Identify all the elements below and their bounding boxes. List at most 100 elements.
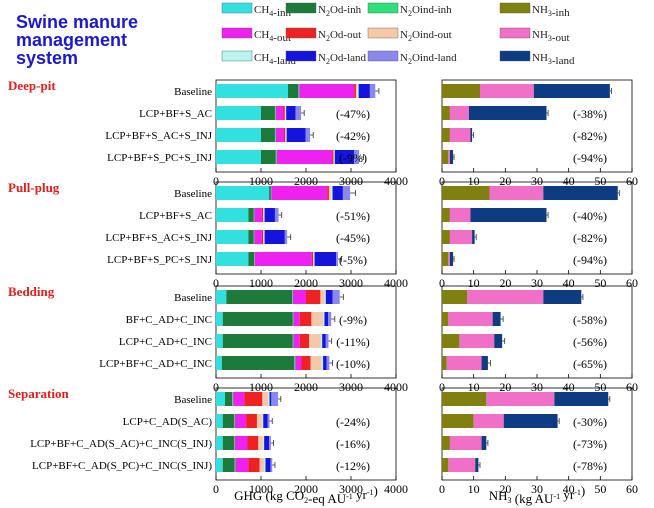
reduction-label: (-47%) (336, 107, 370, 121)
bar-segment-N2Od-out (247, 436, 259, 450)
bar-segment-NH3-land (503, 414, 558, 428)
bar-segment-N2Od-out (283, 106, 285, 120)
reduction-label: (-73%) (573, 437, 607, 451)
legend-swatch-N2Oind-out (367, 27, 399, 39)
x-tick-label: 40 (563, 174, 575, 188)
bar-segment-CH4-inh (216, 128, 261, 142)
bar-segment-NH3-out (446, 356, 482, 370)
x-tick-label: 30 (531, 174, 543, 188)
bar-segment-N2Od-out (354, 84, 356, 98)
bar-segment-N2Od-inh (269, 186, 271, 200)
bar-segment-N2Od-inh (225, 392, 233, 406)
bar-segment-N2Oind-land (269, 436, 271, 450)
legend-swatch-N2Od-out (285, 27, 317, 39)
x-tick-label: 4000 (384, 174, 408, 188)
x-tick-label: 2000 (294, 380, 318, 394)
x-tick-label: 60 (626, 380, 638, 394)
reduction-label: (-58%) (573, 313, 607, 327)
bar-segment-N2Od-inh (222, 334, 293, 348)
row-label: Baseline (174, 188, 212, 200)
reduction-label: (-16%) (336, 437, 370, 451)
bar-segment-CH4-land (324, 290, 326, 304)
bar-segment-NH3-inh (442, 230, 450, 244)
bar-segment-NH3-land (543, 186, 618, 200)
chart-title-line: management (16, 30, 127, 50)
bar-segment-CH4-inh (216, 458, 223, 472)
bar-segment-N2Od-out (301, 356, 311, 370)
x-tick-label: 3000 (339, 174, 363, 188)
legend-label-N2Oind-inh: N2Oind-inh (400, 4, 452, 18)
bar-segment-CH4-land (263, 230, 265, 244)
bar-segment-N2Oind-land (354, 150, 360, 164)
group-label-Bedding: Bedding (8, 284, 55, 299)
bar-segment-CH4-out (234, 414, 247, 428)
bar-segment-NH3-out (459, 334, 495, 348)
bar-segment-N2Od-inh (261, 128, 275, 142)
x-tick-label: 0 (439, 482, 445, 496)
bar-segment-CH4-land (285, 106, 287, 120)
row-label: LCP+BF+S_AC (139, 210, 212, 222)
legend-label-N2Od-inh: N2Od-inh (318, 4, 362, 18)
legend-swatch-N2Oind-inh (367, 2, 399, 14)
bar-segment-N2Od-inh (221, 356, 295, 370)
row-label: LCP+BF+S_PC+S_INJ (107, 254, 213, 266)
legend-swatch-CH4-inh (221, 2, 253, 14)
bar-segment-N2Od-out (248, 458, 260, 472)
x-tick-label: 50 (594, 174, 606, 188)
bar-segment-N2Od-land (263, 414, 268, 428)
x-tick-label: 30 (531, 276, 543, 290)
bar-segment-NH3-inh (442, 458, 449, 472)
x-tick-label: 4000 (384, 380, 408, 394)
bar-segment-N2Od-inh (222, 458, 235, 472)
group-label-Pull-plug: Pull-plug (8, 180, 60, 195)
bar-segment-CH4-land (320, 334, 323, 348)
x-tick-label: 40 (563, 276, 575, 290)
bar-segment-NH3-inh (442, 312, 449, 326)
x-tick-label: 1000 (249, 276, 273, 290)
x-tick-label: 40 (563, 482, 575, 496)
row-label: LCP+BF+S_AC+S_INJ (105, 130, 212, 142)
bar-segment-N2Oind-out (328, 186, 332, 200)
bar-segment-N2Od-inh (248, 208, 254, 222)
x-tick-label: 0 (213, 276, 219, 290)
row-label: LCP+BF+C_AD(S_AC)+C_INC(S_INJ) (30, 438, 212, 450)
bar-segment-N2Oind-inh (292, 290, 293, 304)
bar-segment-NH3-land (481, 436, 487, 450)
bar-segment-CH4-out (275, 128, 284, 142)
x-tick-label: 4000 (384, 276, 408, 290)
bar-segment-CH4-land (262, 436, 265, 450)
bar-segment-NH3-out (448, 252, 450, 266)
bar-segment-N2Od-out (261, 208, 264, 222)
bar-segment-N2Oind-land (305, 128, 311, 142)
bar-segment-N2Oind-inh (274, 128, 276, 142)
row-label: Baseline (174, 292, 212, 304)
x-tick-label: 0 (439, 276, 445, 290)
row-label: LCP+BF+C_AD+C_INC (99, 358, 212, 370)
bar-segment-CH4-inh (216, 290, 227, 304)
bar-segment-N2Oind-inh (294, 356, 296, 370)
bar-segment-N2Oind-inh (275, 150, 277, 164)
bar-segment-NH3-out (449, 106, 469, 120)
legend-label-N2Od-out: N2Od-out (318, 29, 361, 43)
bar-segment-CH4-out (271, 186, 328, 200)
bar-segment-N2Oind-out (320, 290, 325, 304)
bar-segment-N2Oind-out (256, 414, 262, 428)
bar-segment-NH3-out (480, 84, 534, 98)
bar-segment-NH3-out (448, 150, 450, 164)
bar-segment-NH3-land (472, 230, 475, 244)
bar-segment-CH4-inh (216, 392, 225, 406)
bar-segment-N2Od-inh (248, 252, 255, 266)
bar-segment-NH3-inh (442, 84, 480, 98)
bar-segment-N2Od-out (311, 252, 314, 266)
reduction-label: (-78%) (573, 459, 607, 473)
bar-segment-N2Od-land (325, 290, 333, 304)
bar-segment-NH3-land (543, 290, 582, 304)
bar-segment-N2Oind-land (342, 186, 351, 200)
bar-segment-NH3-out (448, 458, 476, 472)
bar-segment-N2Od-out (306, 290, 321, 304)
legend-label-NH3-out: NH3-out (532, 29, 570, 44)
x-tick-label: 20 (499, 482, 511, 496)
bar-segment-NH3-inh (442, 128, 450, 142)
bar-segment-CH4-inh (216, 436, 223, 450)
